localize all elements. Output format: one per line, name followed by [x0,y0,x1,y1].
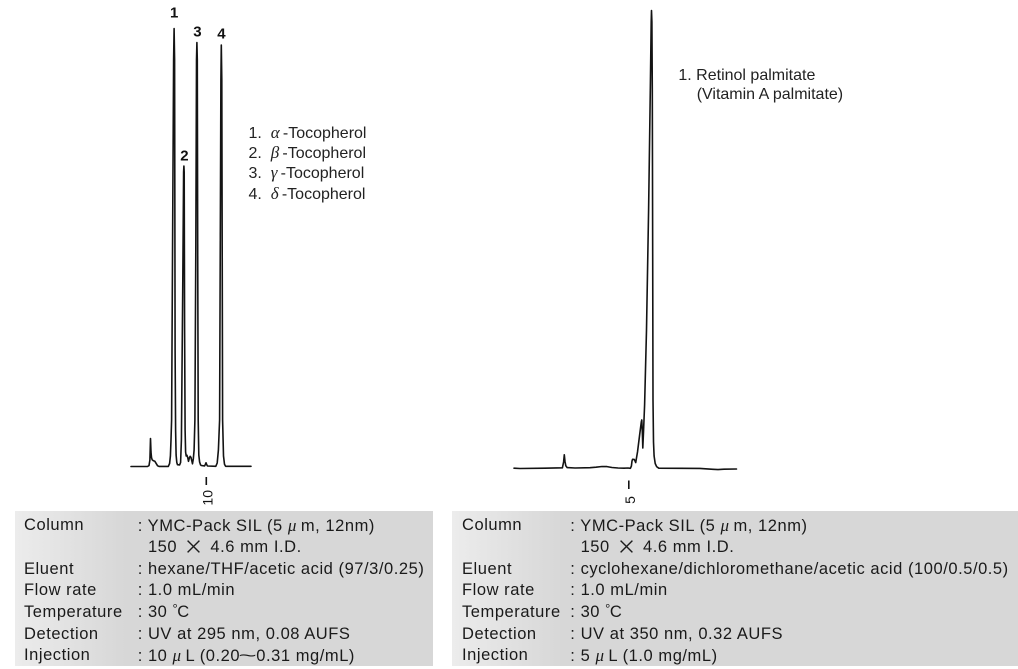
svg-text:10: 10 [199,490,215,506]
svg-text:5: 5 [622,496,638,504]
